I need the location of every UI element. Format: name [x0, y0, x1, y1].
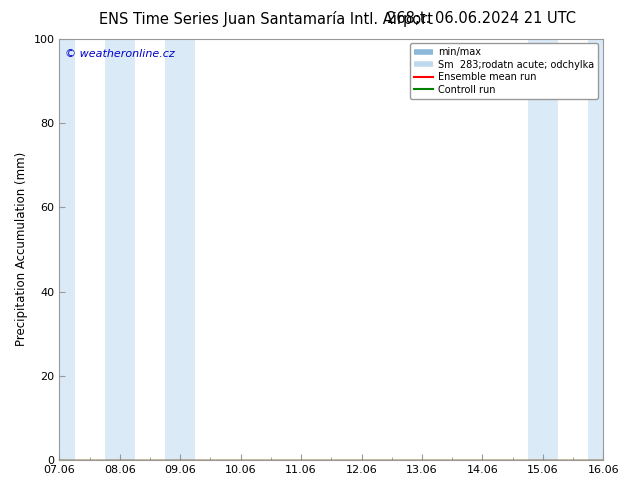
- Bar: [105, 39, 135, 460]
- Bar: [165, 39, 195, 460]
- Text: © weatheronline.cz: © weatheronline.cz: [65, 49, 174, 59]
- Text: 268;t. 06.06.2024 21 UTC: 268;t. 06.06.2024 21 UTC: [387, 11, 576, 26]
- Bar: [60, 39, 75, 460]
- Bar: [588, 39, 603, 460]
- Legend: min/max, Sm  283;rodatn acute; odchylka, Ensemble mean run, Controll run: min/max, Sm 283;rodatn acute; odchylka, …: [410, 44, 598, 98]
- Bar: [527, 39, 558, 460]
- Y-axis label: Precipitation Accumulation (mm): Precipitation Accumulation (mm): [15, 152, 28, 346]
- Text: ENS Time Series Juan Santamaría Intl. Airport: ENS Time Series Juan Santamaría Intl. Ai…: [100, 11, 433, 27]
